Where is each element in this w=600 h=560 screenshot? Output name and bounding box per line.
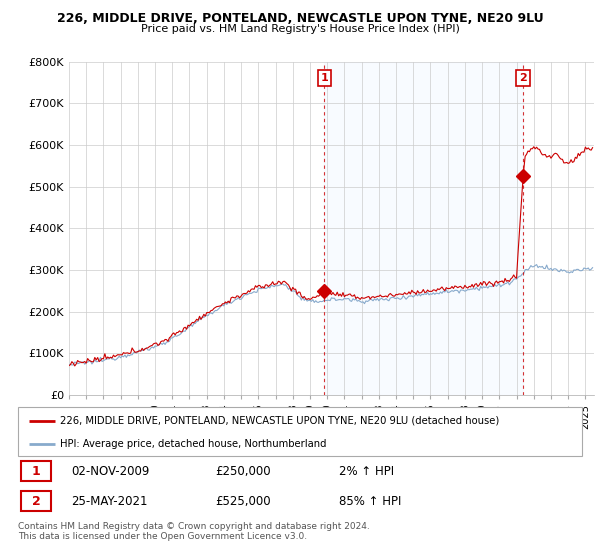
Text: 226, MIDDLE DRIVE, PONTELAND, NEWCASTLE UPON TYNE, NE20 9LU: 226, MIDDLE DRIVE, PONTELAND, NEWCASTLE … [56, 12, 544, 25]
Text: 02-NOV-2009: 02-NOV-2009 [71, 465, 150, 478]
Text: 1: 1 [320, 73, 328, 83]
Text: 2% ↑ HPI: 2% ↑ HPI [340, 465, 395, 478]
Bar [324, 62, 523, 395]
Text: 2: 2 [32, 494, 40, 508]
Text: 2: 2 [519, 73, 527, 83]
FancyBboxPatch shape [18, 407, 582, 456]
Text: £250,000: £250,000 [215, 465, 271, 478]
Text: Contains HM Land Registry data © Crown copyright and database right 2024.
This d: Contains HM Land Registry data © Crown c… [18, 522, 370, 542]
Text: 25-MAY-2021: 25-MAY-2021 [71, 494, 148, 508]
Text: 226, MIDDLE DRIVE, PONTELAND, NEWCASTLE UPON TYNE, NE20 9LU (detached house): 226, MIDDLE DRIVE, PONTELAND, NEWCASTLE … [60, 416, 500, 426]
Text: 85% ↑ HPI: 85% ↑ HPI [340, 494, 402, 508]
Text: 1: 1 [32, 465, 40, 478]
Text: Price paid vs. HM Land Registry's House Price Index (HPI): Price paid vs. HM Land Registry's House … [140, 24, 460, 34]
FancyBboxPatch shape [22, 461, 51, 482]
Text: £525,000: £525,000 [215, 494, 271, 508]
FancyBboxPatch shape [22, 491, 51, 511]
Text: HPI: Average price, detached house, Northumberland: HPI: Average price, detached house, Nort… [60, 438, 327, 449]
